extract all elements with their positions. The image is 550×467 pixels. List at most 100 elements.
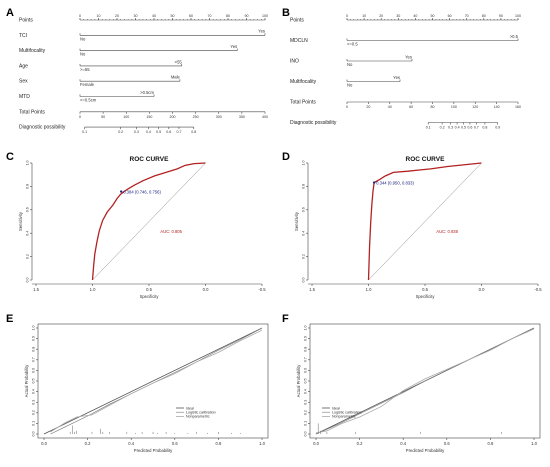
nomogram-variable-label: MDCLN xyxy=(290,38,308,44)
x-tick-label: 0.6 xyxy=(444,441,450,446)
diag-tick-label: 0.9 xyxy=(495,126,500,130)
points-tick-label: 70 xyxy=(465,14,469,18)
points-tick-label: 10 xyxy=(97,14,101,18)
variable-level-label: Yes xyxy=(393,75,400,80)
legend-entry: Logistic calibration xyxy=(332,411,362,415)
calibration-series-line xyxy=(50,329,263,433)
y-tick-label: 0.6 xyxy=(26,207,30,212)
variable-level-label: Yes xyxy=(258,29,265,34)
variable-level-label: Yes xyxy=(230,44,237,49)
y-tick-label: 0.6 xyxy=(304,368,308,373)
x-tick-label: 1.0 xyxy=(531,441,537,446)
x-tick-label: 1.5 xyxy=(309,287,315,292)
y-tick-label: 0.7 xyxy=(304,357,308,362)
points-tick-label: 60 xyxy=(189,14,193,18)
nomogram-a: Points 0 10 20 30 40 50 60 70 80 90 100 TCI No Yes Mult… xyxy=(19,14,268,134)
roc-chart-c: ROC CURVE 1.5 1.0 0.5 0.0 -0.5 0.0 0.2 0.4 0.6 0.8… xyxy=(18,156,266,299)
variable-level-label: <=0.5cm xyxy=(80,98,97,103)
points-tick-label: 50 xyxy=(431,14,435,18)
x-tick-label: 1.0 xyxy=(90,287,96,292)
auc-label: AUC: 0.805 xyxy=(160,229,182,234)
variable-level-label: No xyxy=(80,36,86,41)
total-tick-label: 160 xyxy=(515,105,521,109)
x-tick-label: 0.0 xyxy=(479,287,485,292)
x-tick-label: 0.8 xyxy=(487,441,493,446)
threshold-label: 0.344 (0.950, 0.833) xyxy=(376,181,414,186)
y-tick-label: 0.1 xyxy=(304,421,308,426)
y-tick-label: 0.8 xyxy=(304,347,308,352)
roc-title: ROC CURVE xyxy=(130,156,170,163)
nomogram-points-label: Points xyxy=(290,18,304,24)
variable-level-label: <=0.5 xyxy=(347,42,358,47)
total-tick-label: 60 xyxy=(409,105,413,109)
y-tick-label: 0.5 xyxy=(32,379,36,384)
diag-tick-label: 0.3 xyxy=(134,130,139,134)
nomogram-points-label: Points xyxy=(19,18,33,24)
nomogram-variable-label: INO xyxy=(290,59,299,65)
y-tick-label: 0.3 xyxy=(304,400,308,405)
y-axis-label: Sensitivity xyxy=(18,211,23,231)
total-tick-label: 400 xyxy=(262,115,268,119)
legend-entry: Logistic calibration xyxy=(186,411,216,415)
nomogram-variable-label: TCI xyxy=(19,33,27,39)
points-tick-label: 80 xyxy=(482,14,486,18)
points-tick-label: 70 xyxy=(208,14,212,18)
points-tick-label: 100 xyxy=(515,14,521,18)
y-tick-label: 0.2 xyxy=(304,410,308,415)
diag-tick-label: 0.4 xyxy=(146,130,151,134)
points-tick-label: 100 xyxy=(262,14,268,18)
panel-letter-a: A xyxy=(6,7,14,19)
nomogram-diag-label: Diagnostic possibility xyxy=(290,120,337,126)
y-tick-label: 0.4 xyxy=(304,389,308,394)
diag-tick-label: 0.7 xyxy=(176,130,181,134)
calibration-series-line xyxy=(315,328,535,434)
roc-chart-d: ROC CURVE 1.5 1.0 0.5 0.0 -0.5 0.0 0.2 0.4 0.6 0.8… xyxy=(294,156,542,299)
y-tick-label: 1.0 xyxy=(304,326,308,331)
nomogram-total-label: Total Points xyxy=(19,109,45,115)
x-tick-label: 0.5 xyxy=(422,287,428,292)
x-axis-label: Specificity xyxy=(416,294,436,299)
nomogram-variable-label: MTD xyxy=(19,94,30,100)
total-tick-label: 300 xyxy=(216,115,222,119)
y-tick-label: 0.9 xyxy=(304,336,308,341)
total-tick-label: 20 xyxy=(366,105,370,109)
variable-level-label: Yes xyxy=(405,54,412,59)
auc-label: AUC: 0.938 xyxy=(436,229,458,234)
panel-letter-c: C xyxy=(6,151,14,163)
diag-tick-label: 0.5 xyxy=(156,130,161,134)
y-tick-label: 0.8 xyxy=(32,347,36,352)
y-axis-label: Actual Probability xyxy=(296,364,301,397)
nomogram-b: Points 0 10 20 30 40 50 60 70 80 90 100 MDCLN <=0.5 >0… xyxy=(290,14,521,130)
total-tick-label: 200 xyxy=(170,115,176,119)
legend-entry: Ideal xyxy=(186,406,194,410)
points-tick-label: 0 xyxy=(346,14,348,18)
threshold-label: 0.384 (0.746, 0.756) xyxy=(123,190,161,195)
y-tick-label: 0.8 xyxy=(302,184,306,189)
legend-entry: Nonparametric xyxy=(332,415,356,419)
total-tick-label: 140 xyxy=(494,105,500,109)
variable-level-label: Female xyxy=(80,82,95,87)
chance-diagonal xyxy=(368,162,482,281)
y-tick-label: 0.6 xyxy=(32,368,36,373)
y-tick-label: 0.0 xyxy=(304,432,308,437)
y-axis-label: Sensitivity xyxy=(294,211,299,231)
diag-tick-label: 0.3 xyxy=(448,126,453,130)
total-tick-label: 40 xyxy=(388,105,392,109)
y-tick-label: 0.9 xyxy=(32,336,36,341)
total-tick-label: 350 xyxy=(239,115,245,119)
points-tick-label: 0 xyxy=(79,14,81,18)
variable-level-label: No xyxy=(80,52,86,57)
x-tick-label: 0.6 xyxy=(172,441,178,446)
x-tick-label: -0.5 xyxy=(258,287,266,292)
x-tick-label: 0.5 xyxy=(146,287,152,292)
y-tick-label: 1.0 xyxy=(32,326,36,331)
panel-letter-e: E xyxy=(6,313,13,325)
y-tick-label: 0.4 xyxy=(32,389,36,394)
variable-level-label: <55 xyxy=(175,59,183,64)
x-tick-label: 1.0 xyxy=(259,441,265,446)
x-axis-label: Predicted Probability xyxy=(406,448,445,453)
diag-tick-label: 0.2 xyxy=(440,126,445,130)
calibration-series-line xyxy=(43,327,263,435)
points-tick-label: 30 xyxy=(134,14,138,18)
points-tick-label: 50 xyxy=(171,14,175,18)
